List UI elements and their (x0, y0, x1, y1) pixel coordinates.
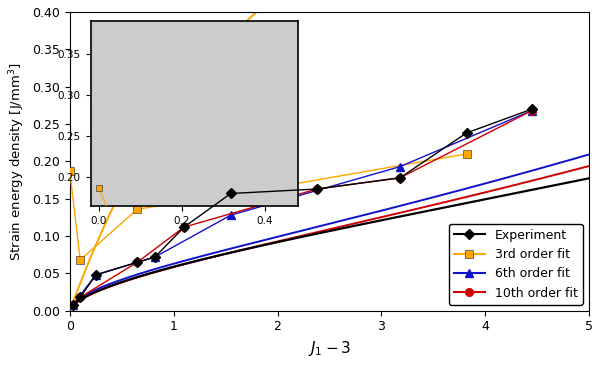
X-axis label: $J_1 - 3$: $J_1 - 3$ (308, 339, 351, 358)
Y-axis label: Strain energy density [J/mm$^3$]: Strain energy density [J/mm$^3$] (7, 62, 26, 261)
Legend: Experiment, 3rd order fit, 6th order fit, 10th order fit: Experiment, 3rd order fit, 6th order fit… (449, 224, 583, 304)
